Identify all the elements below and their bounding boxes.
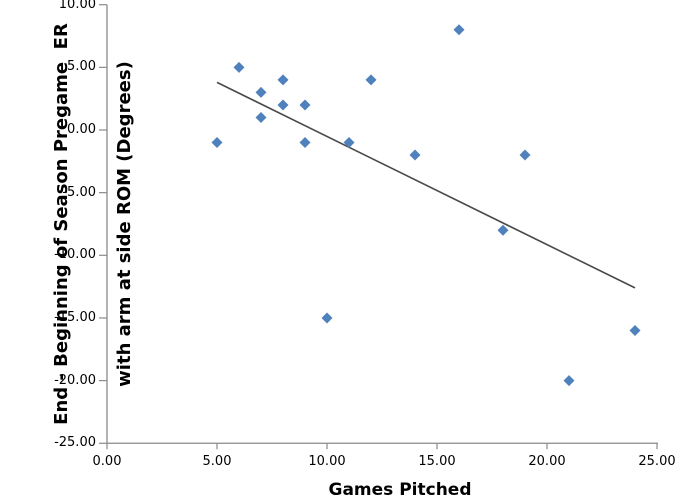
data-point-diamond: [343, 137, 355, 149]
data-point-diamond: [233, 61, 245, 73]
data-point-diamond: [629, 324, 641, 336]
x-tick-label: 20.00: [528, 454, 566, 469]
x-tick-label: 15.00: [418, 454, 456, 469]
data-point-diamond: [453, 24, 465, 36]
y-tick-label: 0.00: [67, 122, 96, 137]
data-point-diamond: [211, 137, 223, 149]
data-point-diamond: [255, 86, 267, 98]
data-point-diamond: [519, 149, 531, 161]
x-tick-label: 10.00: [308, 454, 346, 469]
y-tick-label: -15.00: [54, 309, 96, 325]
data-point-diamond: [409, 149, 421, 161]
y-tick-label: -10.00: [54, 247, 96, 263]
data-point-diamond: [299, 137, 311, 149]
x-axis-title: Games Pitched: [328, 480, 472, 500]
y-tick-label: 5.00: [67, 59, 96, 75]
x-tick-label: 0.00: [92, 454, 122, 469]
x-tick-label: 25.00: [638, 454, 676, 469]
data-point-diamond: [277, 74, 289, 86]
y-axis-title-line2: with arm at side ROM (Degrees): [114, 61, 135, 387]
y-tick-label: -25.00: [54, 435, 96, 451]
y-tick-label: 10.00: [58, 0, 96, 12]
data-point-diamond: [299, 99, 311, 111]
data-point-diamond: [563, 375, 575, 387]
y-tick-label: -5.00: [62, 184, 96, 200]
y-tick-label: -20.00: [54, 372, 96, 388]
data-point-diamond: [255, 111, 267, 123]
data-point-diamond: [497, 224, 509, 236]
data-point-diamond: [321, 312, 333, 324]
data-point-diamond: [277, 99, 289, 111]
trend-line: [216, 81, 636, 289]
x-tick-label: 5.00: [202, 454, 232, 469]
data-point-diamond: [365, 74, 377, 86]
